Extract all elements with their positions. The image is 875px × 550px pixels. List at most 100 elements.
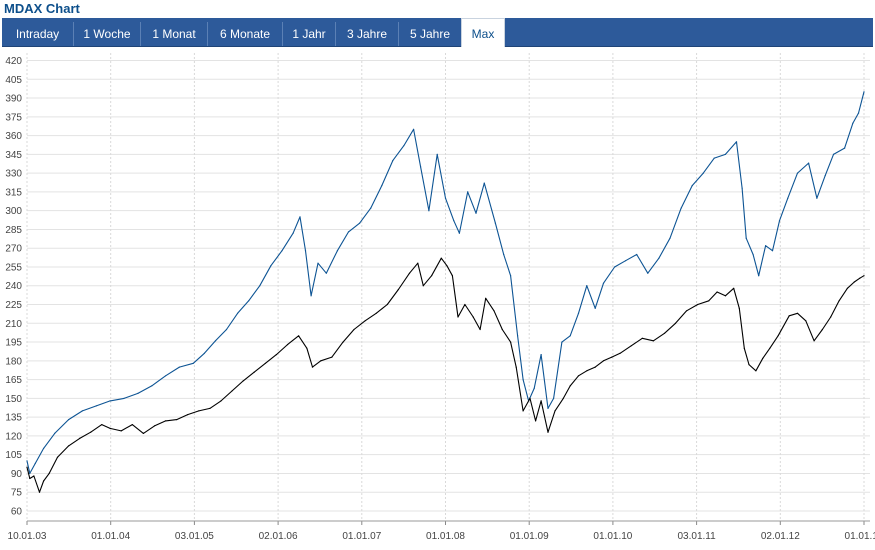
series-point-primary (29, 472, 31, 474)
series-point-secondary (569, 385, 571, 387)
series-point-secondary (510, 341, 512, 343)
y-tick-label: 285 (5, 225, 22, 236)
series-point-primary (467, 191, 469, 193)
series-point-secondary (342, 341, 344, 343)
series-point-primary (787, 197, 789, 199)
series-point-primary (745, 237, 747, 239)
series-point-secondary (859, 277, 861, 279)
series-point-secondary (769, 347, 771, 349)
series-point-secondary (253, 371, 255, 373)
series-point-secondary (863, 275, 865, 277)
series-point-secondary (674, 322, 677, 324)
series-point-primary (403, 145, 405, 147)
tab-1-jahr[interactable]: 1 Jahr (282, 22, 335, 46)
series-point-secondary (43, 480, 45, 482)
series-point-primary (832, 153, 835, 155)
series-point-primary (109, 400, 111, 402)
tab-max[interactable]: Max (461, 18, 505, 47)
series-point-primary (248, 300, 250, 302)
series-point-secondary (264, 362, 266, 364)
series-point-primary (178, 366, 180, 368)
series-point-primary (702, 172, 704, 174)
series-line-secondary (26, 257, 865, 493)
series-point-secondary (738, 307, 740, 309)
series-point-primary (724, 153, 727, 155)
x-tick-label: 01.01.07 (342, 531, 381, 542)
y-tick-label: 60 (11, 506, 23, 517)
series-point-primary (844, 147, 846, 149)
series-point-primary (569, 335, 571, 337)
tab-5-jahre[interactable]: 5 Jahre (398, 22, 461, 46)
series-point-primary (540, 354, 542, 356)
series-point-primary (270, 265, 272, 267)
series-point-secondary (586, 370, 588, 372)
series-point-primary (758, 275, 760, 277)
series-point-primary (669, 237, 671, 239)
series-point-secondary (724, 295, 727, 297)
tab-label: 3 Jahre (346, 27, 388, 41)
series-point-primary (458, 232, 460, 234)
series-point-primary (771, 250, 774, 252)
y-tick-label: 135 (5, 413, 22, 424)
series-point-primary (214, 340, 217, 342)
series-point-primary (151, 385, 153, 387)
series-point-secondary (142, 432, 144, 434)
series-point-primary (203, 352, 205, 354)
series-point-secondary (422, 285, 424, 287)
series-point-primary (165, 375, 167, 377)
series-point-secondary (805, 320, 807, 322)
tab-6-monate[interactable]: 6 Monate (207, 22, 282, 46)
series-point-primary (225, 328, 228, 331)
series-point-secondary (464, 303, 466, 306)
series-point-secondary (298, 335, 300, 337)
series-layer (26, 91, 865, 493)
series-point-primary (95, 405, 97, 407)
series-point-secondary (29, 477, 31, 480)
series-point-secondary (846, 287, 849, 289)
series-point-primary (292, 232, 294, 234)
series-point-secondary (220, 400, 222, 402)
series-point-secondary (331, 356, 333, 358)
tab-1-monat[interactable]: 1 Monat (140, 22, 207, 46)
series-point-primary (863, 91, 865, 93)
y-tick-label: 405 (5, 75, 22, 86)
y-tick-label: 150 (5, 394, 22, 405)
series-point-primary (381, 185, 383, 187)
series-point-secondary (733, 287, 735, 289)
series-point-secondary (554, 410, 556, 412)
series-point-secondary (515, 366, 517, 368)
series-point-primary (522, 379, 524, 381)
series-point-primary (304, 250, 307, 252)
series-point-secondary (48, 472, 50, 474)
series-point-secondary (663, 332, 666, 334)
series-point-secondary (562, 397, 564, 399)
tab-label: 1 Monat (152, 27, 196, 41)
tab-label: Max (471, 27, 495, 41)
series-point-primary (824, 175, 826, 177)
y-tick-label: 270 (5, 244, 22, 255)
series-point-secondary (353, 328, 355, 331)
tab-intraday[interactable]: Intraday (2, 22, 73, 46)
grid (26, 53, 870, 525)
series-point-primary (259, 285, 261, 287)
series-point-secondary (838, 300, 840, 302)
chart-title: MDAX Chart (4, 1, 80, 16)
x-tick-label: 01.01.10 (593, 531, 632, 542)
x-tick-label: 01.01.09 (510, 531, 549, 542)
series-point-secondary (417, 262, 419, 264)
y-tick-label: 390 (5, 94, 22, 105)
series-point-primary (691, 185, 693, 187)
series-point-primary (647, 272, 649, 274)
series-point-secondary (375, 312, 377, 314)
series-point-primary (420, 166, 422, 168)
tab-label: Intraday (15, 27, 60, 41)
tab-3-jahre[interactable]: 3 Jahre (335, 22, 398, 46)
series-point-secondary (286, 344, 289, 346)
x-tick-label: 10.01.03 (8, 531, 47, 542)
series-point-primary (735, 141, 738, 143)
series-point-secondary (577, 375, 580, 377)
x-tick-label: 02.01.06 (259, 531, 298, 542)
timeframe-tab-bar: Intraday 1 Woche 1 Monat 6 Monate 1 Jahr… (2, 18, 873, 47)
tab-1-woche[interactable]: 1 Woche (73, 22, 140, 46)
series-point-secondary (485, 297, 487, 299)
